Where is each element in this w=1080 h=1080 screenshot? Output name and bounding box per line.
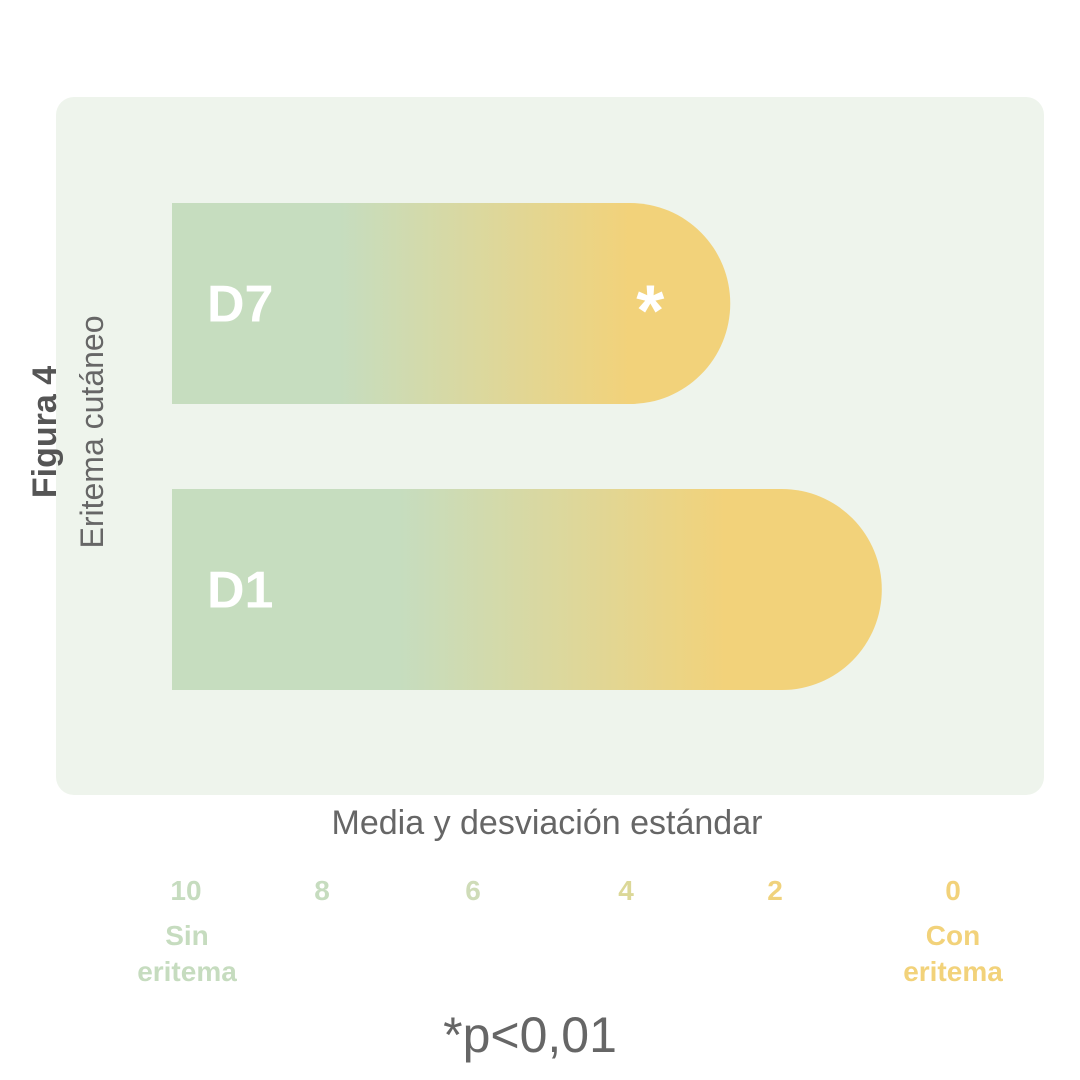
x-tick-label: 2 xyxy=(767,875,783,906)
x-end-label-right: Con xyxy=(926,920,980,951)
x-end-label-left: eritema xyxy=(137,956,237,987)
x-tick-label: 8 xyxy=(314,875,330,906)
x-end-label-left: Sin xyxy=(165,920,209,951)
x-axis-label: Media y desviación estándar xyxy=(332,804,763,842)
bar-d1 xyxy=(172,489,882,690)
plot-panel xyxy=(56,97,1044,795)
footnote: *p<0,01 xyxy=(443,1007,617,1063)
y-axis-label: Eritema cutáneo xyxy=(74,315,110,548)
bar-label: D7 xyxy=(207,276,273,334)
figure-label: Figura 4 xyxy=(26,366,64,498)
bar-label: D1 xyxy=(207,562,273,620)
significance-asterisk: * xyxy=(636,272,664,352)
x-tick-label: 10 xyxy=(170,875,201,906)
x-tick-label: 6 xyxy=(465,875,481,906)
bar-d7 xyxy=(172,203,731,404)
x-tick-label: 0 xyxy=(945,875,961,906)
x-end-label-right: eritema xyxy=(903,956,1003,987)
x-tick-label: 4 xyxy=(618,875,634,906)
